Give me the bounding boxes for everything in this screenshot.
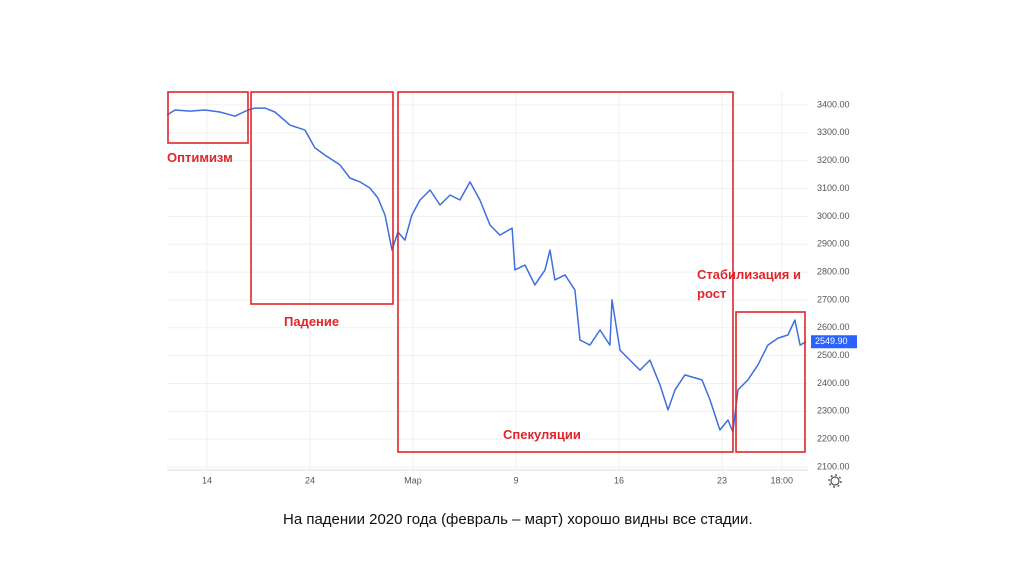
x-tick-label: 18:00 — [770, 475, 793, 485]
y-tick-label: 2300.00 — [817, 406, 850, 416]
x-tick-label: 14 — [202, 475, 212, 485]
annotation: Падение — [284, 314, 340, 329]
y-tick-label: 3300.00 — [817, 127, 850, 137]
annotation: Спекуляции — [503, 427, 581, 442]
annotation: Оптимизм — [167, 150, 233, 165]
last-price-label: 2549.90 — [815, 336, 848, 346]
y-tick-label: 3200.00 — [817, 155, 850, 165]
stage-box — [735, 311, 806, 453]
stage-box — [250, 91, 394, 305]
y-tick-label: 2100.00 — [817, 461, 850, 471]
y-tick-label: 3100.00 — [817, 183, 850, 193]
y-tick-label: 2400.00 — [817, 378, 850, 388]
x-tick-label: 23 — [717, 475, 727, 485]
annotation: Стабилизация и рост — [697, 267, 801, 301]
stage-boxes — [167, 91, 806, 453]
last-price-box — [811, 335, 857, 349]
stage-box — [397, 91, 734, 453]
y-tick-label: 3400.00 — [817, 99, 850, 109]
settings-icon[interactable] — [828, 474, 842, 488]
x-tick-label: 9 — [513, 475, 518, 485]
caption: На падении 2020 года (февраль – март) хо… — [283, 511, 753, 528]
stage-box — [167, 91, 249, 144]
price-line — [166, 107, 807, 433]
y-tick-label: 2700.00 — [817, 294, 850, 304]
y-tick-label: 2900.00 — [817, 239, 850, 249]
y-tick-label: 2500.00 — [817, 350, 850, 360]
y-tick-label: 2200.00 — [817, 434, 850, 444]
y-tick-label: 3000.00 — [817, 211, 850, 221]
x-tick-label: 24 — [305, 475, 315, 485]
x-tick-label: Мар — [404, 475, 422, 485]
y-tick-label: 2800.00 — [817, 266, 850, 276]
x-tick-label: 16 — [614, 475, 624, 485]
y-tick-label: 2600.00 — [817, 322, 850, 332]
